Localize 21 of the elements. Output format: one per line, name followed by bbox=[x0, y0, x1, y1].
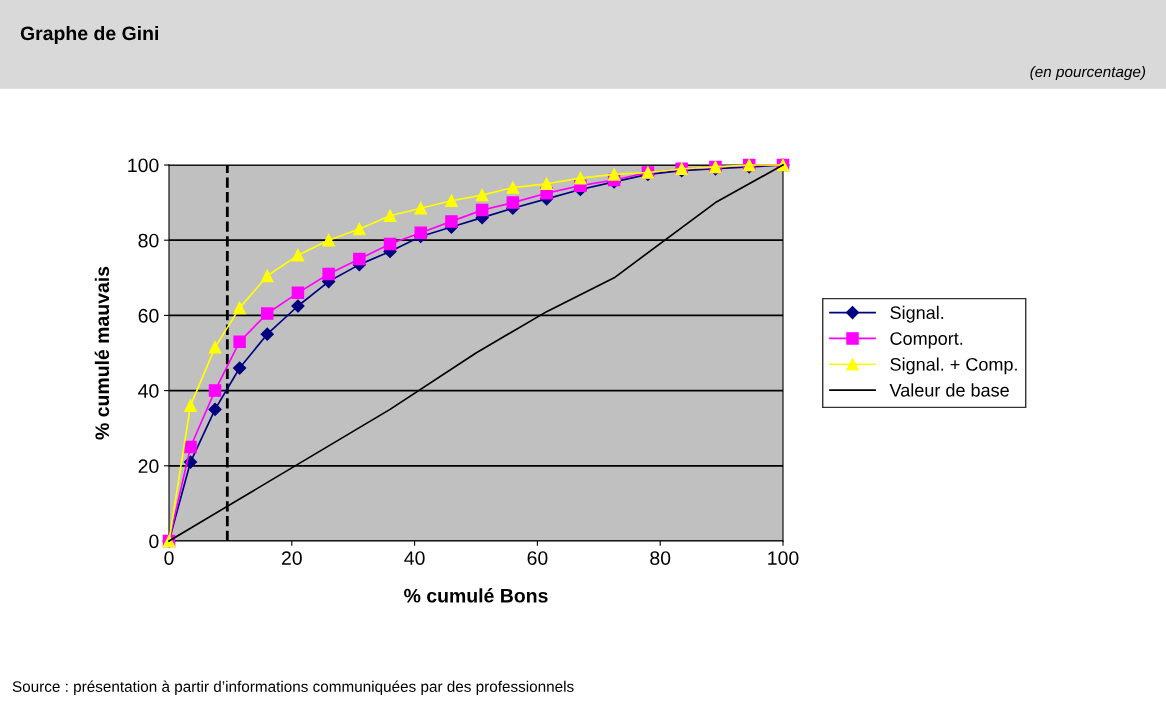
legend-label: Comport. bbox=[890, 332, 963, 349]
x-tick-label: 100 bbox=[768, 551, 799, 565]
x-tick-label: 60 bbox=[527, 551, 548, 565]
legend-label: Valeur de base bbox=[889, 383, 1009, 397]
y-tick-label: 20 bbox=[138, 459, 159, 474]
text: (en pourcentage) bbox=[1030, 65, 1146, 81]
source-note: Source : présentation à partir d’informations communiquées par des professionnels bbox=[12, 680, 574, 695]
y-tick-label: 60 bbox=[138, 308, 159, 323]
legend-label: Signal. + Comp. bbox=[890, 357, 1017, 375]
y-tick-label: 40 bbox=[138, 384, 159, 398]
y-tick-label: 0 bbox=[149, 534, 159, 549]
x-tick-label: 80 bbox=[650, 551, 671, 565]
y-axis-title: % cumulé mauvais bbox=[94, 266, 110, 440]
legend-label: Signal. bbox=[890, 305, 944, 323]
y-tick-label: 80 bbox=[138, 233, 159, 248]
x-tick-label: 40 bbox=[404, 551, 425, 565]
y-tick-label: 100 bbox=[128, 158, 159, 173]
x-tick-label: 0 bbox=[164, 551, 174, 565]
chart-title: Graphe de Gini bbox=[20, 25, 158, 45]
x-axis-title: % cumulé Bons bbox=[404, 588, 548, 603]
x-tick-label: 20 bbox=[281, 551, 302, 565]
